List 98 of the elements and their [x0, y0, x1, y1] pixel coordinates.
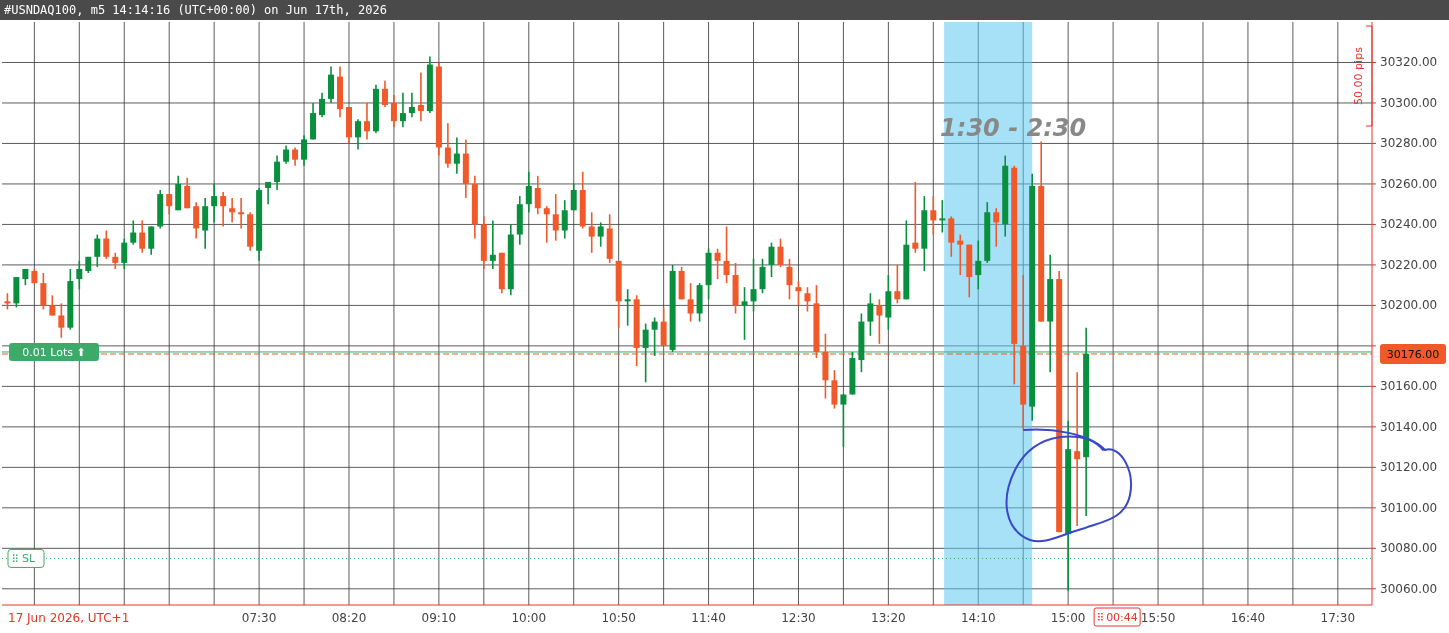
- candlestick: [76, 260, 83, 291]
- candlestick: [444, 122, 451, 169]
- candlestick: [399, 92, 406, 129]
- candlestick: [274, 154, 281, 191]
- x-tick-label: 08:20: [331, 611, 367, 625]
- candlestick: [1074, 371, 1081, 527]
- x-tick-label: 10:00: [511, 611, 547, 625]
- candlestick: [211, 183, 218, 224]
- candlestick: [319, 92, 326, 118]
- candlestick: [408, 92, 415, 118]
- candlestick: [975, 239, 982, 291]
- candlestick: [390, 94, 397, 129]
- candlestick: [417, 71, 424, 122]
- ref-line-label: 30176.00: [1386, 347, 1440, 361]
- x-tick-label: 10:50: [601, 611, 636, 625]
- candlestick: [912, 181, 919, 254]
- candlestick: [957, 233, 964, 276]
- candlestick: [363, 102, 370, 141]
- candlestick: [301, 134, 308, 167]
- candlestick: [534, 175, 541, 216]
- y-tick-label: 30260.00: [1380, 176, 1438, 191]
- candlestick: [103, 229, 110, 260]
- x-tick-label: 15:50: [1140, 611, 1176, 625]
- candlestick: [381, 79, 388, 108]
- candlestick: [768, 241, 775, 278]
- x-tick-label: 11:40: [691, 611, 726, 625]
- candlestick: [624, 288, 631, 327]
- candlestick: [94, 233, 101, 268]
- candlestick: [561, 199, 568, 240]
- candlestick: [993, 207, 1000, 248]
- candlestick: [58, 302, 65, 339]
- y-tick-label: 30320.00: [1380, 55, 1438, 70]
- candlestick: [220, 191, 227, 228]
- candlestick: [148, 225, 155, 256]
- candlestick: [283, 144, 290, 165]
- candlestick: [40, 272, 47, 311]
- text: 00:44: [1106, 611, 1138, 624]
- candlestick: [453, 136, 460, 175]
- y-tick-label: 30160.00: [1380, 379, 1438, 394]
- candlestick: [840, 393, 847, 448]
- candlestick: [489, 219, 496, 270]
- y-tick-label: 30120.00: [1380, 460, 1438, 475]
- candlestick: [723, 225, 730, 284]
- candlestick: [741, 286, 748, 341]
- candlestick: [121, 237, 128, 270]
- candlestick: [651, 316, 658, 357]
- candlestick: [867, 292, 874, 337]
- y-tick-label: 30200.00: [1380, 298, 1438, 313]
- chart-title: #USNDAQ100, m5 14:14:16 (UTC+00:00) on Jun 17th, 2026: [4, 3, 387, 17]
- x-tick-label: 17:30: [1320, 611, 1356, 625]
- annotation: 50.00 pips: [1352, 46, 1365, 105]
- x-tick-label: 13:20: [871, 611, 906, 625]
- candlestick: [552, 193, 559, 242]
- y-tick-label: 30080.00: [1380, 541, 1438, 556]
- candlestick: [777, 237, 784, 268]
- candlestick: [49, 294, 56, 317]
- candlestick: [597, 221, 604, 248]
- candlestick: [939, 199, 946, 234]
- candlestick: [930, 195, 937, 236]
- y-tick-label: 30060.00: [1380, 581, 1438, 596]
- candlestick: [543, 205, 550, 244]
- ref-line-label: 0.01 Lots ⬆: [22, 345, 86, 359]
- y-tick-label: 30220.00: [1380, 257, 1438, 272]
- candlestick: [229, 197, 236, 224]
- candlestick: [687, 282, 694, 323]
- candlestick: [642, 322, 649, 384]
- x-tick-label: 15:00: [1050, 611, 1086, 625]
- candlestick: [525, 171, 532, 214]
- candlestick: [292, 146, 299, 167]
- candlestick: [570, 183, 577, 212]
- candlestick: [786, 258, 793, 301]
- candlestick: [166, 193, 173, 216]
- candlestick: [795, 280, 802, 307]
- candlestick: [354, 118, 361, 151]
- candlestick: [804, 286, 811, 313]
- x-axis-title: 17 Jun 2026, UTC+1: [8, 611, 130, 625]
- x-tick-label: 16:40: [1230, 611, 1266, 625]
- candlestick: [193, 201, 200, 240]
- y-tick-label: 30240.00: [1380, 217, 1438, 232]
- x-tick-label: 09:10: [421, 611, 457, 625]
- y-tick-label: 30300.00: [1380, 95, 1438, 110]
- y-tick-label: 30140.00: [1380, 419, 1438, 434]
- candlestick: [184, 177, 191, 210]
- ref-line-label: SL: [22, 552, 36, 566]
- candlestick: [588, 211, 595, 254]
- x-tick-label: 07:30: [241, 611, 277, 625]
- y-tick-label: 30280.00: [1380, 136, 1438, 151]
- x-tick-label: 14:10: [960, 611, 996, 625]
- candlestick: [139, 219, 146, 254]
- x-tick-label: 12:30: [781, 611, 816, 625]
- candlestick: [894, 264, 901, 305]
- y-tick-label: 30100.00: [1380, 500, 1438, 515]
- candlestick: [750, 258, 757, 313]
- candlestick: [130, 219, 137, 246]
- candlestick: [759, 258, 766, 295]
- candlestick: [714, 247, 721, 280]
- candlestick: [876, 298, 883, 345]
- candlestick: [238, 197, 245, 230]
